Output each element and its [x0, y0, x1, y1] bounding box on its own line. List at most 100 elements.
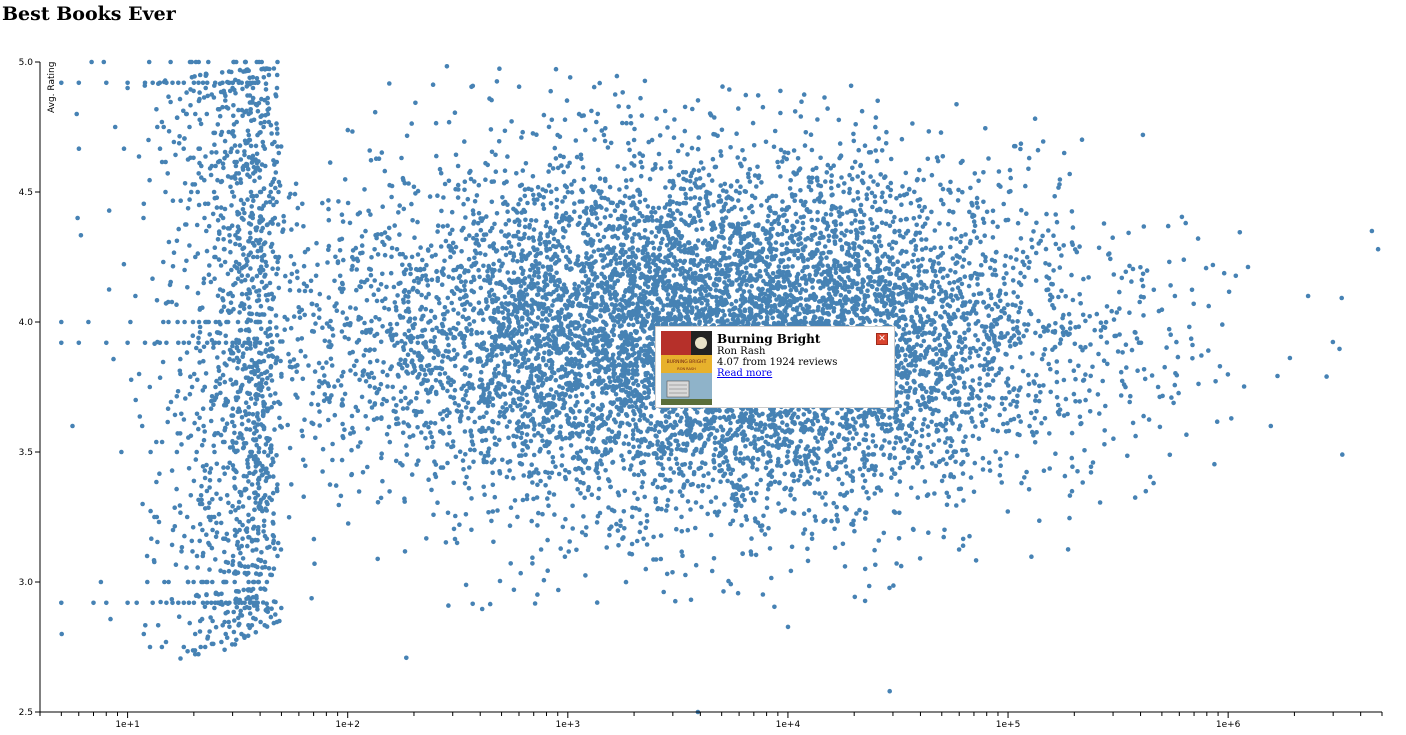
scatter-point[interactable]: [800, 226, 806, 232]
scatter-point[interactable]: [962, 274, 968, 280]
scatter-point[interactable]: [354, 267, 360, 272]
scatter-point[interactable]: [183, 111, 189, 117]
scatter-point[interactable]: [301, 224, 306, 229]
scatter-point[interactable]: [933, 463, 939, 469]
scatter-point[interactable]: [861, 485, 866, 490]
scatter-point[interactable]: [712, 115, 717, 120]
scatter-point[interactable]: [217, 231, 222, 237]
scatter-point[interactable]: [184, 514, 190, 520]
scatter-point[interactable]: [386, 307, 392, 312]
scatter-point[interactable]: [1098, 328, 1104, 333]
scatter-point[interactable]: [797, 473, 803, 479]
scatter-point[interactable]: [713, 288, 719, 293]
scatter-point[interactable]: [917, 442, 923, 448]
scatter-point[interactable]: [565, 189, 571, 195]
scatter-point[interactable]: [191, 579, 196, 585]
scatter-point[interactable]: [431, 355, 437, 361]
scatter-point[interactable]: [534, 132, 539, 137]
scatter-point[interactable]: [227, 460, 232, 466]
scatter-point[interactable]: [270, 266, 275, 272]
scatter-point[interactable]: [186, 435, 191, 440]
scatter-point[interactable]: [642, 228, 648, 233]
scatter-point[interactable]: [983, 126, 988, 131]
scatter-point[interactable]: [229, 223, 235, 228]
scatter-point[interactable]: [1183, 220, 1188, 226]
scatter-point[interactable]: [915, 257, 921, 263]
scatter-point[interactable]: [254, 151, 260, 157]
scatter-point[interactable]: [1151, 287, 1157, 293]
scatter-point[interactable]: [216, 340, 222, 346]
scatter-point[interactable]: [208, 418, 214, 424]
scatter-point[interactable]: [212, 80, 218, 86]
scatter-point[interactable]: [273, 612, 278, 617]
scatter-point[interactable]: [1004, 271, 1009, 276]
scatter-point[interactable]: [233, 77, 238, 83]
scatter-point[interactable]: [389, 254, 394, 260]
scatter-point[interactable]: [173, 152, 178, 158]
scatter-point[interactable]: [204, 462, 209, 468]
scatter-point[interactable]: [189, 538, 195, 544]
scatter-point[interactable]: [250, 548, 255, 553]
scatter-point[interactable]: [106, 287, 112, 292]
scatter-point[interactable]: [59, 80, 64, 86]
scatter-point[interactable]: [1132, 495, 1138, 500]
scatter-point[interactable]: [229, 146, 234, 151]
scatter-point[interactable]: [275, 144, 280, 149]
scatter-point[interactable]: [221, 88, 227, 94]
scatter-point[interactable]: [384, 284, 389, 290]
scatter-point[interactable]: [1018, 354, 1023, 360]
scatter-point[interactable]: [328, 356, 334, 362]
scatter-point[interactable]: [784, 454, 790, 459]
scatter-point[interactable]: [171, 250, 177, 255]
scatter-point[interactable]: [1138, 340, 1144, 346]
scatter-point[interactable]: [1083, 397, 1088, 403]
scatter-point[interactable]: [275, 266, 281, 272]
scatter-point[interactable]: [515, 514, 520, 520]
scatter-point[interactable]: [248, 222, 254, 227]
scatter-point[interactable]: [188, 374, 193, 380]
scatter-point[interactable]: [1083, 372, 1088, 377]
scatter-point[interactable]: [59, 600, 64, 606]
scatter-point[interactable]: [658, 556, 664, 562]
scatter-point[interactable]: [1026, 155, 1032, 161]
scatter-point[interactable]: [369, 318, 374, 324]
scatter-point[interactable]: [638, 521, 643, 526]
scatter-point[interactable]: [302, 312, 308, 318]
scatter-point[interactable]: [1067, 171, 1072, 177]
scatter-point[interactable]: [341, 369, 346, 375]
scatter-point[interactable]: [517, 343, 523, 349]
scatter-point[interactable]: [269, 306, 274, 312]
scatter-point[interactable]: [157, 340, 163, 346]
scatter-point[interactable]: [246, 404, 251, 410]
scatter-point[interactable]: [253, 500, 258, 505]
scatter-point[interactable]: [222, 471, 227, 477]
scatter-point[interactable]: [212, 276, 217, 282]
scatter-point[interactable]: [251, 285, 256, 290]
scatter-point[interactable]: [900, 248, 905, 254]
scatter-point[interactable]: [311, 312, 316, 318]
scatter-point[interactable]: [1008, 175, 1013, 181]
scatter-point[interactable]: [673, 438, 678, 444]
scatter-point[interactable]: [271, 202, 276, 208]
scatter-point[interactable]: [616, 412, 621, 417]
scatter-point[interactable]: [634, 330, 639, 336]
scatter-point[interactable]: [236, 227, 242, 232]
scatter-point[interactable]: [246, 252, 251, 258]
scatter-point[interactable]: [253, 238, 259, 243]
scatter-point[interactable]: [873, 148, 878, 153]
scatter-point[interactable]: [544, 296, 549, 302]
scatter-point[interactable]: [233, 589, 239, 594]
scatter-point[interactable]: [186, 340, 192, 346]
scatter-point[interactable]: [250, 412, 256, 417]
scatter-point[interactable]: [809, 147, 815, 153]
scatter-point[interactable]: [253, 630, 259, 635]
scatter-point[interactable]: [515, 368, 521, 374]
scatter-point[interactable]: [1078, 301, 1083, 306]
scatter-point[interactable]: [866, 496, 871, 501]
scatter-point[interactable]: [261, 586, 267, 591]
scatter-point[interactable]: [943, 421, 949, 426]
scatter-point[interactable]: [244, 256, 249, 262]
scatter-point[interactable]: [1054, 379, 1060, 385]
scatter-point[interactable]: [948, 268, 953, 273]
scatter-point[interactable]: [672, 117, 677, 122]
